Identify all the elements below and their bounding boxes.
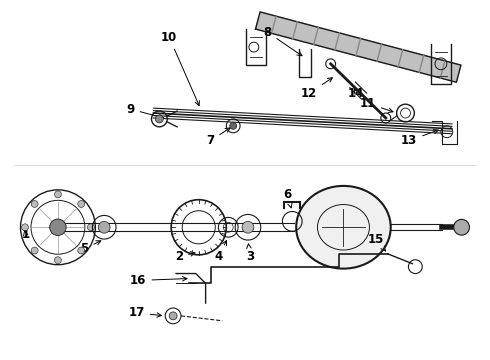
Circle shape <box>31 201 38 207</box>
Ellipse shape <box>296 186 391 269</box>
Text: 14: 14 <box>348 87 365 100</box>
Circle shape <box>155 115 163 123</box>
Text: 6: 6 <box>283 188 292 208</box>
Text: 2: 2 <box>175 250 195 263</box>
Text: 16: 16 <box>130 274 187 287</box>
Text: 17: 17 <box>128 306 161 319</box>
Polygon shape <box>255 12 461 82</box>
Circle shape <box>78 201 85 207</box>
Circle shape <box>22 224 28 231</box>
Circle shape <box>230 122 237 129</box>
Text: 8: 8 <box>264 26 302 56</box>
Text: 9: 9 <box>126 103 164 119</box>
Text: 1: 1 <box>22 228 29 240</box>
Text: 3: 3 <box>246 244 254 263</box>
Text: 12: 12 <box>301 78 332 100</box>
Text: 13: 13 <box>401 130 438 147</box>
Circle shape <box>31 247 38 254</box>
Text: 10: 10 <box>161 31 199 105</box>
Circle shape <box>169 312 177 320</box>
Text: 5: 5 <box>80 241 101 255</box>
Circle shape <box>87 224 94 231</box>
Circle shape <box>54 257 61 264</box>
Circle shape <box>98 221 110 233</box>
Circle shape <box>54 191 61 198</box>
Circle shape <box>78 247 85 254</box>
Circle shape <box>242 221 254 233</box>
Text: 15: 15 <box>368 233 386 251</box>
Text: 4: 4 <box>214 240 226 263</box>
Circle shape <box>49 219 66 235</box>
Circle shape <box>454 219 469 235</box>
Text: 11: 11 <box>360 97 393 112</box>
Text: 7: 7 <box>206 128 230 147</box>
